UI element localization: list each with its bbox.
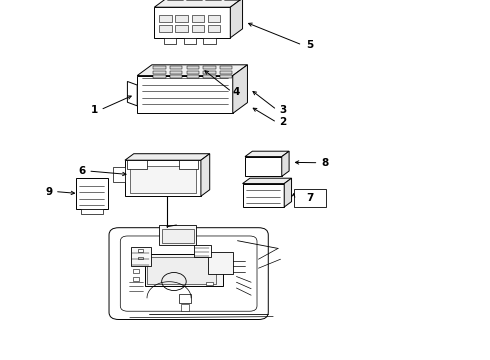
Text: 1: 1 <box>91 105 98 115</box>
Bar <box>130 166 196 193</box>
Bar <box>153 66 166 69</box>
Polygon shape <box>127 81 137 106</box>
Bar <box>187 71 199 74</box>
Bar <box>179 160 198 169</box>
Polygon shape <box>243 178 292 184</box>
Bar <box>203 66 216 69</box>
Bar <box>170 66 182 69</box>
Polygon shape <box>282 151 289 176</box>
Polygon shape <box>284 178 292 207</box>
Bar <box>179 294 191 303</box>
Bar <box>220 71 232 74</box>
Bar <box>203 38 216 44</box>
Text: 7: 7 <box>306 193 314 203</box>
Polygon shape <box>154 0 243 7</box>
Bar <box>170 71 182 74</box>
Bar <box>164 38 176 44</box>
Polygon shape <box>245 151 289 157</box>
Polygon shape <box>233 65 247 113</box>
Bar <box>147 257 216 284</box>
Bar <box>203 71 216 74</box>
Bar <box>153 75 166 78</box>
Text: 8: 8 <box>321 158 328 168</box>
Bar <box>131 247 151 266</box>
Polygon shape <box>125 154 210 160</box>
Polygon shape <box>230 0 243 38</box>
Text: 6: 6 <box>78 166 86 176</box>
Bar <box>153 71 166 74</box>
Bar <box>181 304 189 310</box>
Bar <box>76 178 108 209</box>
Bar <box>159 25 171 32</box>
Bar <box>243 184 284 207</box>
Bar <box>154 7 230 38</box>
Bar <box>206 282 213 285</box>
Bar <box>159 225 196 245</box>
Bar <box>132 277 140 281</box>
Bar <box>175 15 188 22</box>
Bar <box>159 15 171 22</box>
Bar <box>220 66 232 69</box>
Bar <box>81 209 103 214</box>
Bar <box>170 75 182 78</box>
Bar <box>187 66 199 69</box>
Bar <box>127 160 147 169</box>
Bar <box>187 75 199 78</box>
Bar <box>139 257 144 259</box>
Bar <box>132 269 140 273</box>
Text: 2: 2 <box>279 117 287 127</box>
Bar <box>162 229 194 243</box>
Bar <box>194 245 211 257</box>
Bar <box>137 76 233 113</box>
Bar <box>208 252 233 274</box>
Bar <box>113 167 125 182</box>
Polygon shape <box>201 154 210 196</box>
Bar <box>220 75 232 78</box>
Bar <box>245 157 282 176</box>
Text: 3: 3 <box>279 105 287 115</box>
Bar <box>208 25 220 32</box>
Bar <box>175 25 188 32</box>
FancyBboxPatch shape <box>121 236 257 311</box>
Bar <box>294 189 326 207</box>
Bar <box>192 15 204 22</box>
Bar <box>208 15 220 22</box>
Bar <box>203 75 216 78</box>
Text: 9: 9 <box>45 186 52 197</box>
Bar <box>125 160 201 196</box>
Bar <box>192 25 204 32</box>
Bar <box>139 249 144 252</box>
FancyBboxPatch shape <box>109 228 269 320</box>
Text: 5: 5 <box>306 40 314 50</box>
Bar <box>145 254 223 286</box>
Bar <box>184 38 196 44</box>
Polygon shape <box>137 65 247 76</box>
Text: 4: 4 <box>233 87 240 97</box>
